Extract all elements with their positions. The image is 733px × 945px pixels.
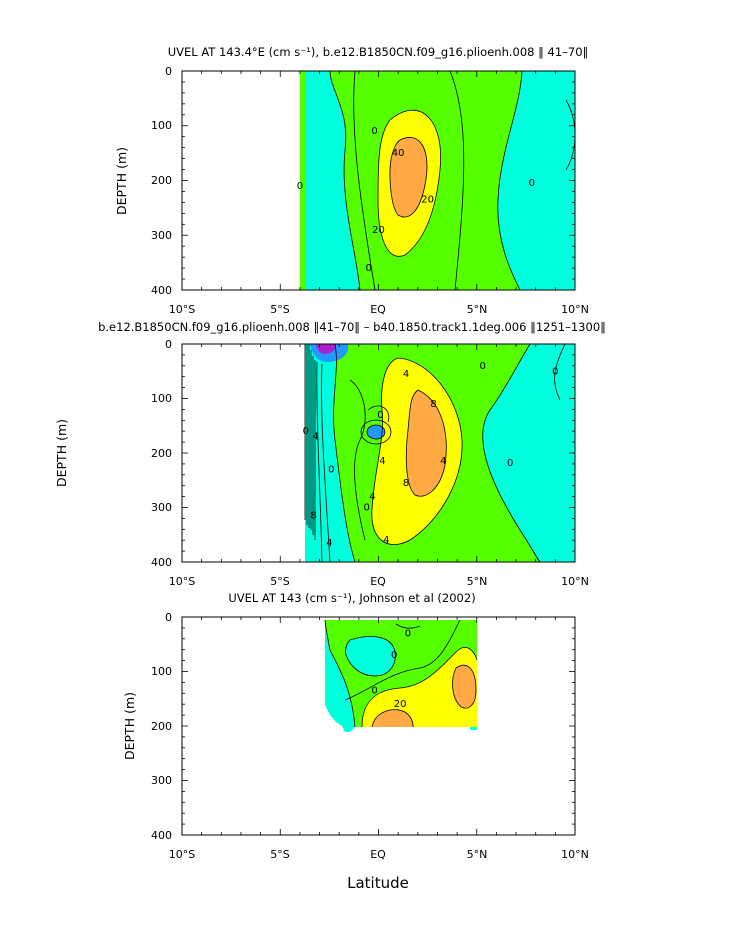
panel-1-contour-label: 40	[392, 148, 405, 159]
panel-3-xtick-10s: 10°S	[169, 848, 195, 861]
panel-1-ticks	[181, 70, 576, 291]
panel-3-xtick-5s: 5°S	[270, 848, 289, 861]
panel-2-contour-label: 0	[328, 464, 334, 475]
panel-2-xtick-10s: 10°S	[169, 575, 195, 588]
panel-2-contour-label: 4	[440, 456, 446, 467]
panel-1-xtick-eq: EQ	[370, 303, 386, 316]
panel-2-contour-label: 8	[310, 511, 316, 522]
panel-3-ytick-100: 100	[151, 665, 172, 678]
panel-3-ytick-300: 300	[151, 774, 172, 787]
panel-2-contour-label: 4	[403, 369, 409, 380]
panel-1-xtick-10s: 10°S	[169, 303, 195, 316]
panel-3-region-yellow	[362, 647, 477, 727]
panel-3-contour-lines	[324, 619, 478, 728]
panel-3: UVEL AT 143 (cm s⁻¹), Johnson et al (200…	[122, 591, 589, 861]
panel-3-region-cyan-inner	[345, 636, 396, 676]
panel-2-ytick-300: 300	[151, 501, 172, 514]
panel-3-title: UVEL AT 143 (cm s⁻¹), Johnson et al (200…	[228, 591, 475, 605]
panel-2-contour-label: 8	[430, 399, 436, 410]
panel-1-ytick-300: 300	[151, 229, 172, 242]
panel-1-title: UVEL AT 143.4°E (cm s⁻¹), b.e12.B1850CN.…	[168, 45, 589, 59]
panel-2-ylabel: DEPTH (m)	[54, 419, 69, 487]
panel-3-ylabel: DEPTH (m)	[122, 692, 137, 760]
panel-1-contour-label: 0	[365, 263, 371, 274]
panel-1-ytick-200: 200	[151, 174, 172, 187]
panel-3-contour-label: 0	[391, 650, 397, 661]
panel-3-contour-fill	[324, 619, 478, 732]
panel-2-contour-label: 0	[364, 503, 370, 514]
panel-2-title: b.e12.B1850CN.f09_g16.plioenh.008 ‖41–70…	[98, 320, 606, 334]
panel-3-contour-label: 20	[394, 699, 407, 710]
panel-1-ytick-400: 400	[151, 284, 172, 297]
panel-2-xtick-10n: 10°N	[561, 575, 589, 588]
panel-1: UVEL AT 143.4°E (cm s⁻¹), b.e12.B1850CN.…	[114, 45, 589, 316]
panel-2-xtick-5s: 5°S	[270, 575, 289, 588]
panel-2-contour-lines	[304, 344, 566, 562]
panel-2-xtick-5n: 5°N	[467, 575, 488, 588]
panel-3-contour-label: 0	[405, 628, 411, 639]
panel-2-contour-label: 4	[312, 432, 318, 443]
panel-3-xtick-eq: EQ	[370, 848, 386, 861]
panel-3-ytick-400: 400	[151, 829, 172, 842]
panel-2-ticks	[181, 343, 576, 563]
panel-2-contour-label: 4	[369, 492, 375, 503]
panel-2-region-orange	[406, 390, 447, 497]
panel-2-ytick-0: 0	[165, 338, 172, 351]
panel-2-contour-label: 0	[377, 410, 383, 421]
panel-1-xtick-5s: 5°S	[270, 303, 289, 316]
panel-2-contour-label: 0	[303, 426, 309, 437]
panel-1-contour-lines	[329, 71, 575, 290]
panel-1-contour-label: 0	[371, 126, 377, 137]
panel-3-xtick-10n: 10°N	[561, 848, 589, 861]
panel-1-ylabel: DEPTH (m)	[114, 147, 129, 215]
panel-3-ytick-200: 200	[151, 720, 172, 733]
panel-1-field-green-strip	[300, 71, 306, 290]
panel-2-contour-label: 4	[379, 456, 385, 467]
panel-3-ytick-0: 0	[165, 611, 172, 624]
panel-2-contour-label: 0	[507, 458, 513, 469]
panel-1-ytick-100: 100	[151, 119, 172, 132]
panel-2-region-eddy	[367, 425, 385, 439]
panel-3-region-orange-b	[372, 709, 414, 727]
panel-3-region-orange-a	[452, 665, 476, 709]
panel-2-ytick-200: 200	[151, 447, 172, 460]
panel-1-region-orange	[390, 137, 428, 217]
panel-3-contour-label: 0	[371, 686, 377, 697]
panel-2-contour-label: 0	[479, 361, 485, 372]
panel-2-region-purple	[316, 344, 336, 354]
panel-2-ytick-100: 100	[151, 392, 172, 405]
panel-1-ytick-0: 0	[165, 65, 172, 78]
panel-3-xtick-5n: 5°N	[467, 848, 488, 861]
panel-2: b.e12.B1850CN.f09_g16.plioenh.008 ‖41–70…	[54, 320, 606, 588]
panel-1-contour-label: 20	[421, 195, 434, 206]
panel-2-xtick-eq: EQ	[370, 575, 386, 588]
panel-2-contour-label: 8	[403, 478, 409, 489]
panel-1-contour-label: 0	[297, 181, 303, 192]
panel-1-xtick-5n: 5°N	[467, 303, 488, 316]
panel-3-ticks	[181, 616, 576, 836]
panel-1-contour-label: 0	[529, 178, 535, 189]
panel-1-xtick-10n: 10°N	[561, 303, 589, 316]
panel-2-ytick-400: 400	[151, 556, 172, 569]
panel-1-contour-label: 20	[372, 225, 385, 236]
panel-2-contour-label: 4	[383, 535, 389, 546]
panel-2-contour-fill	[304, 344, 575, 562]
x-axis-label: Latitude	[347, 874, 409, 892]
panel-1-contour-fill	[300, 71, 575, 290]
panel-1-contour-labels: 0 40 20 20 0 0 0	[297, 126, 535, 274]
panel-2-contour-label: 0	[552, 366, 558, 377]
panel-2-contour-label: 4	[326, 538, 332, 549]
